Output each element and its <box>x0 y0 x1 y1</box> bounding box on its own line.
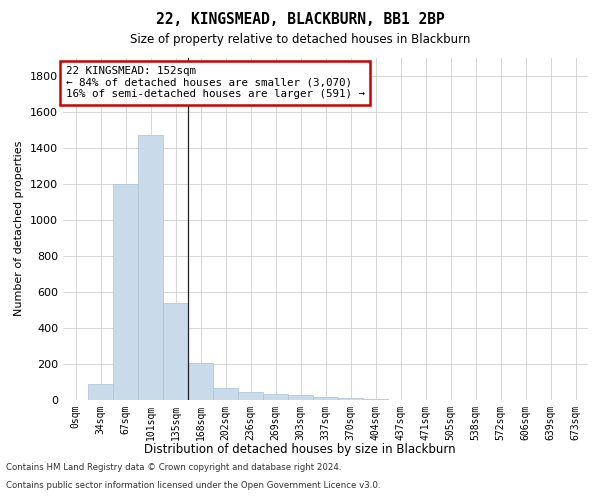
Y-axis label: Number of detached properties: Number of detached properties <box>14 141 25 316</box>
Text: Contains HM Land Registry data © Crown copyright and database right 2024.: Contains HM Land Registry data © Crown c… <box>6 464 341 472</box>
Bar <box>213 388 238 400</box>
Bar <box>113 184 138 400</box>
Text: 22 KINGSMEAD: 152sqm
← 84% of detached houses are smaller (3,070)
16% of semi-de: 22 KINGSMEAD: 152sqm ← 84% of detached h… <box>65 66 365 100</box>
Bar <box>138 135 163 400</box>
Text: Size of property relative to detached houses in Blackburn: Size of property relative to detached ho… <box>130 32 470 46</box>
Bar <box>313 398 338 400</box>
Text: 22, KINGSMEAD, BLACKBURN, BB1 2BP: 22, KINGSMEAD, BLACKBURN, BB1 2BP <box>155 12 445 28</box>
Text: Distribution of detached houses by size in Blackburn: Distribution of detached houses by size … <box>144 442 456 456</box>
Bar <box>288 394 313 400</box>
Bar <box>88 384 113 400</box>
Bar <box>238 392 263 400</box>
Bar <box>338 398 363 400</box>
Bar <box>188 363 213 400</box>
Text: Contains public sector information licensed under the Open Government Licence v3: Contains public sector information licen… <box>6 481 380 490</box>
Bar <box>263 394 288 400</box>
Bar <box>363 399 388 400</box>
Bar <box>163 302 188 400</box>
